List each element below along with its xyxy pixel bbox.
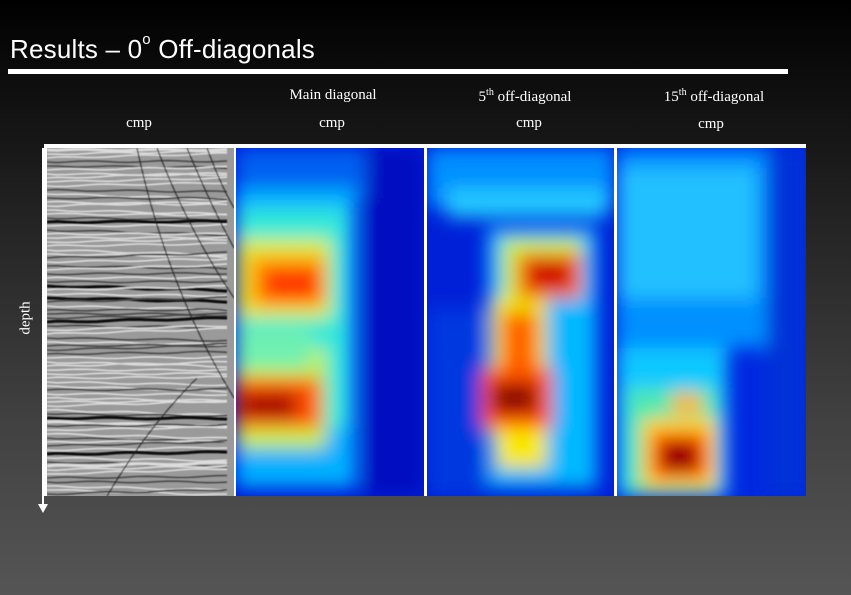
- seismic-reflector: [47, 485, 228, 492]
- seismic-reflector: [47, 423, 228, 428]
- fifth-off-diagonal-heatmap: [427, 148, 614, 496]
- seismic-reflector: [47, 325, 227, 332]
- seismic-reflector: [47, 176, 228, 183]
- title-prefix: Results – 0: [10, 34, 143, 64]
- seismic-reflector: [47, 474, 228, 479]
- seismic-reflector: [47, 387, 228, 392]
- title-underline: [8, 69, 788, 74]
- seismic-reflector: [47, 200, 228, 206]
- header-15th-off-diagonal: 15th off-diagonal: [663, 87, 765, 105]
- seismic-reflector: [47, 360, 228, 367]
- seismic-reflector: [47, 439, 228, 444]
- cmp-label-seismic: cmp: [126, 115, 152, 131]
- seismic-diffraction: [106, 377, 198, 496]
- depth-axis-label: depth: [17, 301, 34, 335]
- seismic-section-image: [47, 148, 234, 496]
- slide-title: Results – 0o Off-diagonals: [10, 31, 316, 65]
- seismic-reflector: [47, 316, 228, 324]
- seismic-reflector: [47, 308, 228, 312]
- seismic-reflector: [47, 439, 228, 447]
- seismic-reflector: [47, 456, 228, 462]
- seismic-reflector: [47, 159, 228, 164]
- seismic-reflector: [47, 372, 228, 376]
- seismic-reflector: [47, 314, 228, 320]
- seismic-reflector: [47, 468, 228, 475]
- seismic-reflector: [47, 209, 228, 216]
- seismic-reflector: [47, 460, 228, 468]
- seismic-reflector: [47, 408, 228, 416]
- depth-axis-line: [42, 148, 44, 506]
- seismic-reflector: [47, 375, 228, 380]
- seismic-reflector: [47, 275, 228, 280]
- seismic-diffraction: [156, 148, 234, 299]
- seismic-reflector: [47, 345, 228, 352]
- seismic-reflector: [47, 381, 228, 387]
- cmp-label-5th: cmp: [516, 115, 542, 131]
- header-main-diagonal: Main diagonal: [289, 87, 377, 103]
- seismic-reflector: [47, 355, 228, 360]
- seismic-reflector: [47, 392, 228, 397]
- seismic-reflector: [47, 342, 228, 348]
- seismic-reflector: [47, 193, 228, 201]
- seismic-reflector: [47, 232, 228, 236]
- seismic-reflector: [47, 165, 228, 170]
- seismic-reflector: [47, 450, 228, 456]
- seismic-reflector: [47, 212, 228, 217]
- seismic-reflector: [47, 219, 228, 225]
- seismic-reflector: [47, 284, 228, 291]
- header-5th-off-diagonal: 5th off-diagonal: [478, 87, 572, 105]
- cmp-label-15th: cmp: [698, 116, 724, 132]
- seismic-reflector: [47, 396, 228, 402]
- main-diagonal-heatmap: [236, 148, 424, 496]
- seismic-reflector: [47, 238, 228, 244]
- seismic-reflector: [47, 350, 228, 356]
- seismic-reflector: [47, 489, 228, 496]
- seismic-reflector: [47, 181, 228, 188]
- seismic-reflector: [47, 368, 228, 372]
- seismic-reflector: [47, 200, 228, 208]
- title-suffix: Off-diagonals: [150, 34, 316, 64]
- seismic-reflector: [47, 258, 228, 264]
- results-panels: [44, 144, 806, 496]
- seismic-reflector: [47, 284, 228, 293]
- seismic-reflector: [47, 415, 228, 421]
- seismic-diffraction: [206, 148, 234, 209]
- seismic-reflector: [47, 295, 228, 303]
- fifteenth-off-diagonal-heatmap: [617, 148, 806, 496]
- seismic-reflector: [47, 251, 228, 259]
- seismic-reflector: [47, 242, 228, 247]
- seismic-reflector: [47, 223, 228, 228]
- seismic-reflector: [47, 292, 228, 298]
- title-degree-sup: o: [142, 31, 151, 48]
- seismic-diffraction: [136, 148, 234, 399]
- cmp-label-main: cmp: [319, 115, 345, 131]
- seismic-reflector: [47, 150, 228, 156]
- seismic-reflector: [47, 480, 228, 484]
- seismic-reflector: [47, 280, 228, 284]
- seismic-reflector: [47, 465, 228, 472]
- seismic-reflector: [47, 152, 227, 159]
- seismic-reflector: [47, 341, 228, 346]
- seismic-reflector: [47, 188, 228, 193]
- seismic-reflector: [47, 263, 228, 271]
- seismic-reflector: [47, 432, 228, 440]
- seismic-diffraction: [186, 148, 234, 249]
- seismic-reflector: [47, 165, 228, 171]
- seismic-reflector: [47, 196, 228, 201]
- seismic-reflector: [47, 400, 228, 408]
- seismic-reflector: [47, 336, 228, 342]
- seismic-reflector: [47, 361, 228, 368]
- seismic-reflector: [47, 425, 228, 432]
- depth-arrow-icon: [38, 504, 48, 513]
- seismic-reflector: [47, 272, 228, 276]
